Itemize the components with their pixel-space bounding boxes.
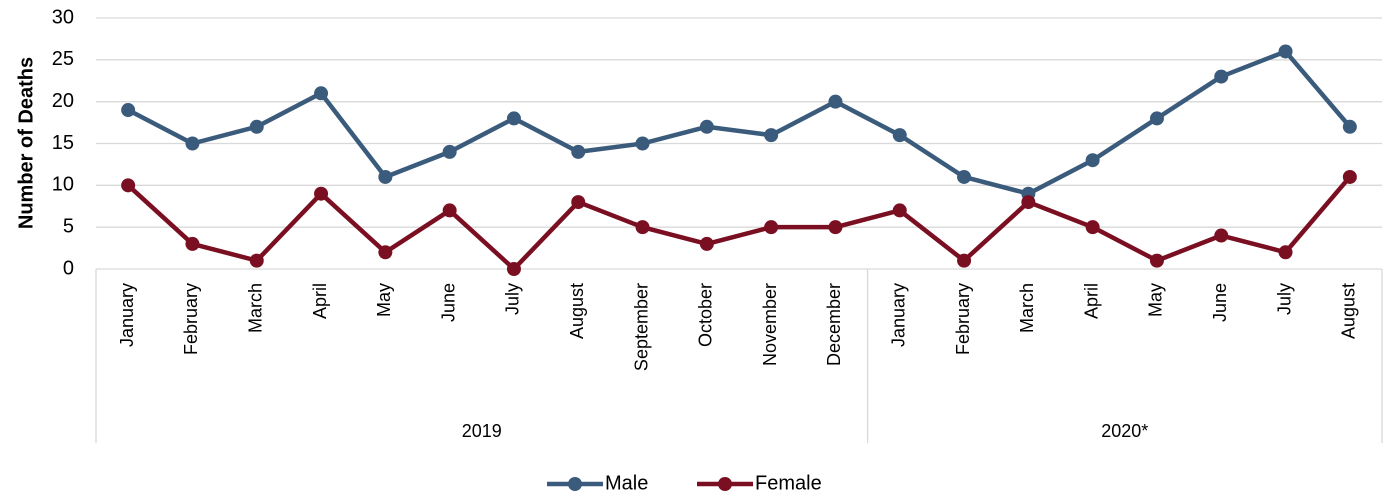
legend-label: Female [755, 472, 822, 494]
x-tick-label: October [696, 283, 716, 347]
data-point [314, 86, 329, 101]
y-tick-label: 10 [52, 174, 74, 196]
x-tick-label: June [1210, 283, 1230, 322]
x-tick-label: July [503, 283, 523, 315]
data-point [892, 128, 907, 143]
x-tick-label: March [246, 283, 266, 333]
data-point [1149, 253, 1164, 268]
data-point [1278, 245, 1293, 260]
data-point [957, 169, 972, 184]
data-point [121, 178, 136, 193]
x-tick-label: April [1081, 283, 1101, 319]
data-point [1278, 44, 1293, 59]
x-tick-label: December [824, 283, 844, 366]
legend-marker [568, 477, 582, 491]
data-point [1085, 153, 1100, 168]
legend-label: Male [605, 472, 648, 494]
x-tick-label: January [117, 283, 137, 347]
x-tick-label: April [310, 283, 330, 319]
data-point [249, 119, 264, 134]
x-tick-label: November [760, 283, 780, 366]
data-point [828, 220, 843, 235]
data-point [1214, 69, 1229, 84]
data-point [378, 245, 393, 260]
data-point [571, 144, 586, 159]
data-point [506, 262, 521, 276]
data-point [185, 136, 200, 151]
data-point [314, 186, 329, 201]
data-point [635, 136, 650, 151]
group-label: 2020* [1101, 421, 1148, 441]
data-point [1214, 228, 1229, 243]
x-tick-label: July [1274, 283, 1294, 315]
y-tick-label: 25 [52, 48, 74, 70]
data-point [957, 253, 972, 268]
x-tick-label: March [1017, 283, 1037, 333]
x-tick-label: August [1339, 283, 1359, 339]
data-point [571, 195, 586, 210]
data-point [1149, 111, 1164, 126]
data-point [892, 203, 907, 218]
series-line [127, 49, 1352, 196]
x-tick-label: June [438, 283, 458, 322]
y-tick-label: 5 [63, 215, 74, 237]
legend-marker [718, 477, 732, 491]
data-point [764, 220, 779, 235]
data-point [442, 144, 457, 159]
data-point [1342, 119, 1357, 134]
x-tick-label: February [953, 283, 973, 355]
y-tick-label: 20 [52, 90, 74, 112]
y-axis-title: Number of Deaths [15, 57, 37, 229]
series-line [126, 175, 1352, 272]
data-point [1085, 220, 1100, 235]
data-point [828, 94, 843, 109]
data-point [442, 203, 457, 218]
data-point [121, 103, 136, 118]
x-tick-label: August [567, 283, 587, 339]
x-tick-label: January [889, 283, 909, 347]
x-tick-label: May [1146, 283, 1166, 317]
y-tick-label: 0 [63, 257, 74, 279]
x-tick-label: May [374, 283, 394, 317]
data-point [185, 236, 200, 251]
group-label: 2019 [462, 421, 502, 441]
data-point [1342, 169, 1357, 184]
data-point [249, 253, 264, 268]
y-tick-label: 30 [52, 6, 74, 28]
data-point [699, 236, 714, 251]
data-point [506, 111, 521, 126]
x-tick-label: February [181, 283, 201, 355]
y-tick-label: 15 [52, 132, 74, 154]
data-point [699, 119, 714, 134]
data-point [764, 128, 779, 143]
data-point [1021, 195, 1036, 210]
data-point [635, 220, 650, 235]
x-tick-label: September [631, 283, 651, 371]
data-point [378, 169, 393, 184]
